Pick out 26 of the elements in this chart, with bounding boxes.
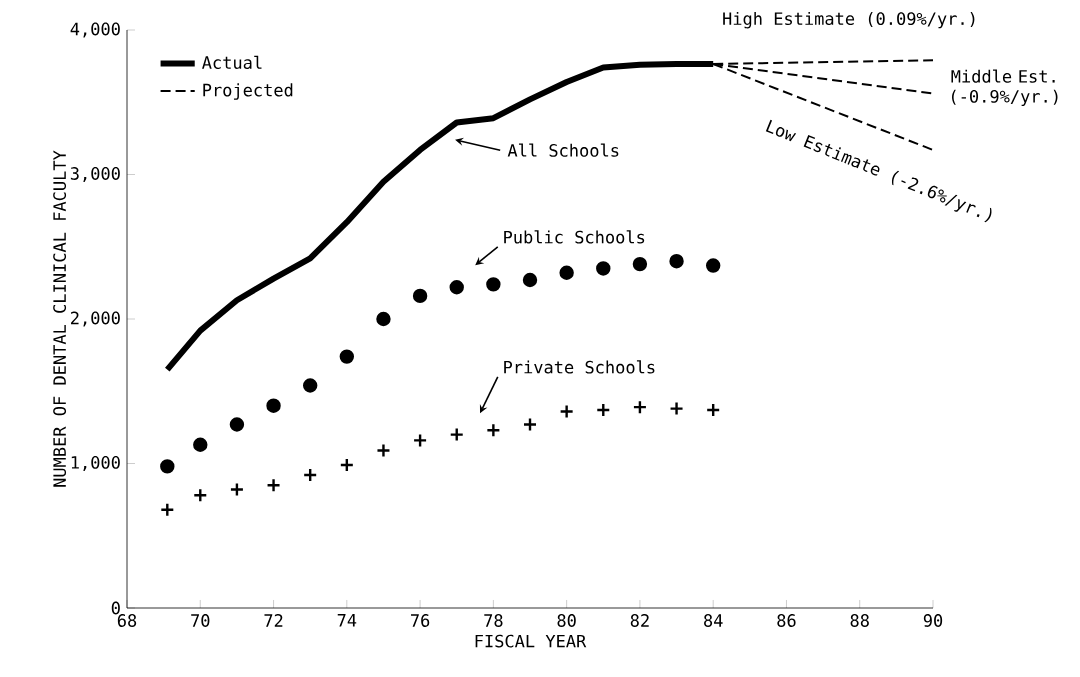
- x-tick-label: 80: [557, 614, 576, 627]
- x-tick-label: 70: [191, 614, 210, 627]
- y-tick-label: 4,000: [70, 22, 120, 38]
- annotation: Private Schools: [504, 360, 655, 374]
- y-tick-label: 1,000: [71, 456, 120, 472]
- x-tick-label: 90: [923, 614, 943, 627]
- x-tick-label: 78: [484, 614, 503, 627]
- annotation: Public Schools: [504, 230, 645, 244]
- x-tick-label: 84: [704, 614, 723, 627]
- x-axis-title: FISCAL YEAR: [475, 634, 587, 648]
- y-tick-label: 3,000: [70, 167, 120, 183]
- x-tick-label: 88: [850, 614, 869, 627]
- text: Middle Est. (-0.9%/yr.): [951, 69, 1058, 107]
- y-tick-label: 2,000: [71, 311, 120, 327]
- x-tick-label: 68: [117, 614, 137, 627]
- legend-label: Actual: [202, 55, 262, 70]
- text: High Estimate (0.09%/yr.): [723, 11, 975, 29]
- x-tick-label: 86: [777, 614, 796, 627]
- x-tick-label: 74: [337, 614, 357, 627]
- x-tick-label: 76: [411, 614, 430, 627]
- legend-label: Projected: [203, 83, 293, 100]
- y-axis-title: NUMBER OF DENTAL CLINICAL FACULTY: [53, 150, 67, 487]
- y-tick-label: 0: [111, 601, 120, 615]
- x-tick-label: 82: [630, 614, 649, 627]
- x-tick-label: 72: [264, 614, 283, 627]
- annotation: All Schools: [507, 143, 619, 157]
